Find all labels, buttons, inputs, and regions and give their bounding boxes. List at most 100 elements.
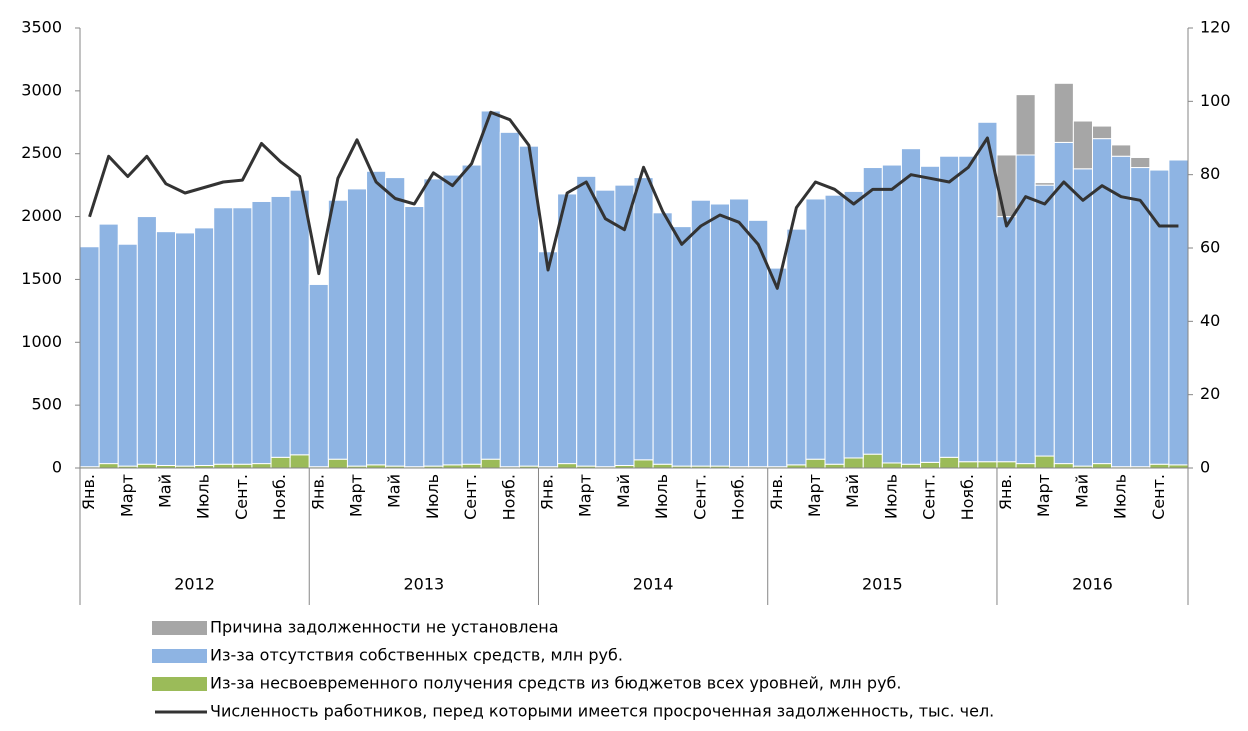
y-tick-label: 1000 (21, 332, 62, 351)
bar-segment (346, 188, 368, 467)
bar-segment (1072, 120, 1093, 170)
y-tick-label: 3000 (21, 80, 62, 99)
x-tick-label: Март (1034, 474, 1053, 517)
x-tick-label: Июль (881, 474, 900, 519)
bar-segment (958, 461, 979, 469)
bar-segment (900, 463, 922, 469)
bar-segment (862, 453, 883, 469)
x-tick-label: Март (117, 474, 136, 517)
x-tick-label: Сент. (461, 474, 480, 520)
x-tick-label: Янв. (308, 474, 327, 510)
bar-segment (996, 154, 1017, 218)
y-tick-label: 2000 (21, 206, 62, 225)
bar-segment (136, 216, 157, 465)
bar-segment (423, 178, 444, 467)
bar-segment (557, 193, 578, 465)
bar-segment (595, 189, 616, 468)
bar-segment (881, 462, 902, 469)
bar-segment (232, 463, 253, 469)
bar-segment (385, 177, 406, 467)
legend-label: Численность работников, перед которыми и… (210, 702, 994, 721)
bar-segment (213, 207, 234, 465)
bar-segment (461, 463, 482, 469)
x-tick-label: Июль (1111, 474, 1130, 519)
x-tick-label: Янв. (767, 474, 786, 510)
bar-segment (461, 164, 482, 465)
bar-segment (939, 456, 960, 469)
bar-segment (232, 207, 253, 465)
bar-segment (824, 463, 845, 469)
x-tick-label: Май (385, 474, 404, 508)
bar-segment (920, 165, 941, 463)
y2-tick-label: 120 (1200, 18, 1231, 37)
x-tick-label: Май (843, 474, 862, 508)
legend-swatch (152, 649, 207, 663)
bar-segment (767, 267, 788, 468)
bar-segment (1053, 82, 1074, 143)
bar-segment (213, 463, 234, 469)
y2-tick-label: 80 (1200, 164, 1220, 183)
bar-segment (690, 199, 711, 467)
x-tick-label: Июль (194, 474, 213, 519)
bar-segment (366, 170, 387, 466)
bar-segment (327, 458, 348, 469)
bar-segment (805, 198, 826, 460)
bar-segment (671, 226, 692, 467)
bar-segment (996, 216, 1017, 463)
bar-segment (442, 174, 463, 466)
bar-segment (175, 232, 196, 467)
bar-segment (98, 223, 119, 465)
bar-segment (633, 459, 654, 469)
bar-segment (652, 212, 673, 465)
y2-tick-label: 40 (1200, 311, 1220, 330)
bar-segment (251, 463, 272, 469)
bar-segment (557, 463, 578, 469)
bar-segment (404, 206, 425, 468)
y2-tick-label: 60 (1200, 238, 1220, 257)
bar-segment (270, 456, 291, 469)
x-tick-label: Янв. (538, 474, 557, 510)
bar-segment (996, 461, 1017, 469)
x-group-label: 2015 (862, 575, 903, 594)
bar-segment (1015, 94, 1036, 156)
bar-segment (958, 155, 979, 463)
bar-segment (480, 458, 501, 469)
bar-segment (1111, 155, 1132, 468)
bar-segment (1149, 463, 1170, 469)
bar-segment (1015, 463, 1036, 469)
bar-segment (1111, 144, 1132, 157)
x-tick-label: Март (347, 474, 366, 517)
x-tick-label: Май (155, 474, 174, 508)
bar-segment (327, 199, 348, 460)
bar-segment (652, 463, 673, 469)
x-tick-label: Июль (652, 474, 671, 519)
bar-segment (1034, 455, 1055, 469)
bar-segment (1072, 168, 1093, 467)
bar-segment (709, 203, 731, 467)
x-tick-label: Сент. (920, 474, 939, 520)
bar-segment (729, 198, 750, 468)
y2-tick-label: 0 (1200, 458, 1210, 477)
x-tick-label: Нояб. (729, 474, 748, 520)
bar-segment (1168, 159, 1189, 466)
bar-segment (1034, 184, 1055, 457)
bar-segment (480, 110, 501, 460)
legend-label: Из-за несвоевременного получения средств… (210, 674, 902, 693)
bar-segment (98, 463, 119, 469)
x-tick-label: Нояб. (499, 474, 518, 520)
x-tick-label: Март (576, 474, 595, 517)
bar-segment (920, 461, 941, 469)
bar-segment (289, 454, 310, 469)
bar-segment (117, 243, 138, 467)
bar-segment (900, 148, 922, 465)
bar-segment (1149, 169, 1170, 465)
legend-label: Причина задолженности не установлена (210, 618, 559, 637)
legend-swatch (152, 677, 207, 691)
bar-segment (805, 458, 826, 469)
bar-segment (1034, 182, 1055, 186)
bar-segment (136, 463, 157, 469)
bar-segment (1091, 463, 1113, 469)
bar-segment (1130, 156, 1151, 169)
y-tick-label: 0 (52, 458, 62, 477)
